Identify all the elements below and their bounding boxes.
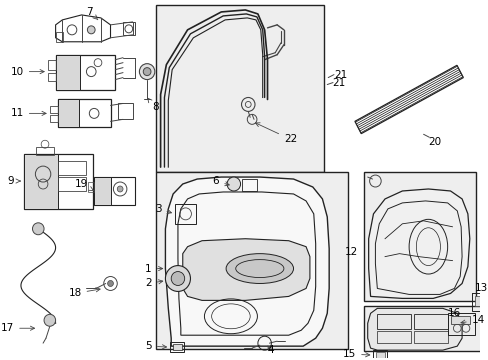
Text: 14: 14 (460, 315, 484, 325)
Text: 17: 17 (1, 323, 35, 333)
Circle shape (32, 223, 44, 235)
Bar (413, 331, 447, 343)
Bar (58, 161, 86, 175)
Text: 11: 11 (11, 108, 46, 118)
Bar (377, 314, 410, 329)
Polygon shape (183, 239, 309, 300)
Bar (24, 154, 58, 209)
Bar (94, 177, 111, 205)
Bar (413, 314, 447, 329)
Polygon shape (165, 177, 328, 346)
Bar (58, 177, 86, 191)
Bar (56, 55, 115, 90)
Circle shape (171, 271, 184, 285)
Text: 9: 9 (7, 176, 20, 186)
Bar (56, 32, 63, 42)
Circle shape (226, 177, 240, 191)
Text: 6: 6 (212, 176, 229, 186)
Circle shape (87, 26, 95, 34)
Circle shape (139, 64, 155, 80)
Bar (88, 182, 94, 192)
Bar (36, 147, 54, 155)
Bar (24, 154, 93, 209)
Bar (242, 179, 256, 191)
Text: 13: 13 (474, 283, 487, 293)
Text: 19: 19 (75, 179, 94, 191)
Bar (175, 204, 196, 224)
Bar (449, 316, 469, 324)
Circle shape (107, 280, 113, 287)
Text: 20: 20 (427, 137, 441, 147)
Bar (58, 99, 79, 127)
Text: 22: 22 (255, 123, 297, 144)
Text: 8: 8 (147, 98, 158, 112)
Bar (363, 306, 488, 351)
Bar (373, 350, 386, 360)
Text: 2: 2 (145, 279, 163, 288)
Text: 5: 5 (145, 341, 166, 351)
Bar (123, 22, 134, 35)
Bar (173, 344, 182, 350)
Bar (94, 177, 134, 205)
Bar (471, 293, 488, 311)
Bar (58, 99, 110, 127)
Bar (50, 107, 58, 113)
Bar (363, 172, 475, 301)
Bar (376, 352, 384, 358)
Text: 12: 12 (344, 247, 357, 257)
Bar (48, 60, 56, 69)
Bar (56, 55, 80, 90)
Bar (377, 331, 410, 343)
Bar (474, 296, 488, 306)
Bar (118, 103, 132, 120)
Bar (50, 116, 58, 122)
Text: 21: 21 (333, 69, 346, 80)
Bar (48, 73, 56, 81)
Text: 1: 1 (145, 264, 163, 274)
Circle shape (44, 314, 56, 326)
Text: 10: 10 (11, 67, 44, 77)
Text: 3: 3 (155, 204, 171, 214)
Circle shape (165, 266, 190, 292)
Text: 21: 21 (331, 78, 345, 87)
Text: 18: 18 (68, 288, 100, 298)
Bar (170, 342, 183, 352)
Text: 4: 4 (267, 345, 274, 355)
Polygon shape (367, 309, 461, 350)
Text: 7: 7 (86, 7, 98, 20)
Polygon shape (368, 189, 469, 298)
Circle shape (143, 68, 151, 76)
Text: 15: 15 (342, 349, 369, 359)
Ellipse shape (225, 254, 293, 283)
Bar (447, 313, 474, 335)
Text: 16: 16 (447, 309, 460, 318)
Circle shape (117, 186, 123, 192)
Bar (156, 5, 324, 172)
Bar (156, 172, 348, 349)
